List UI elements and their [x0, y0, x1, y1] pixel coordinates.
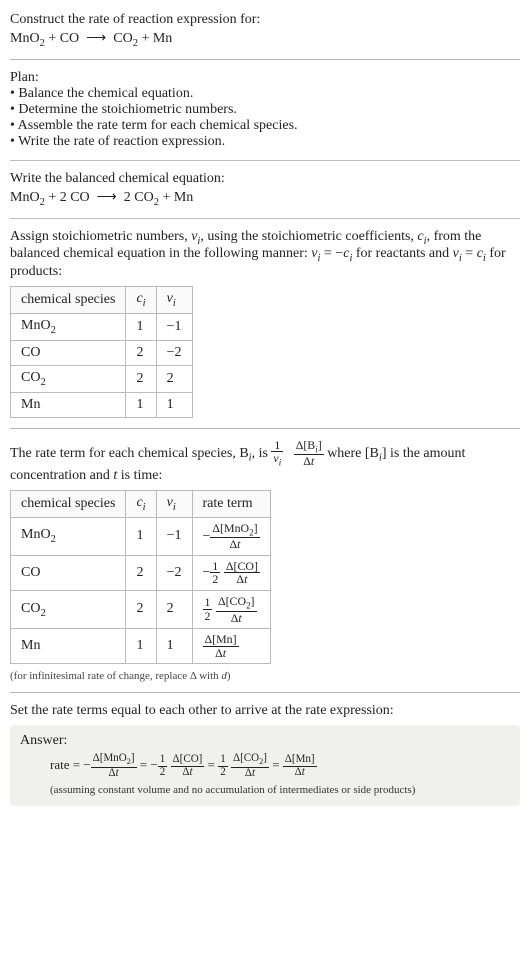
cell-nui: 2 — [156, 590, 192, 628]
balanced-equation: MnO2 + 2 CO ⟶ 2 CO2 + Mn — [10, 189, 520, 208]
divider — [10, 160, 520, 161]
plan-item: • Assemble the rate term for each chemic… — [10, 118, 520, 134]
plan-item: • Write the rate of reaction expression. — [10, 134, 520, 150]
cell-species: Mn — [11, 392, 126, 417]
plan-title: Plan: — [10, 70, 520, 86]
divider — [10, 218, 520, 219]
table-row: CO2 2 2 12 Δ[CO2]Δt — [11, 590, 271, 628]
cell-ci: 2 — [126, 590, 156, 628]
plan-item-text: Determine the stoichiometric numbers. — [18, 102, 237, 117]
col-nui: νi — [156, 287, 192, 314]
set-equal-text: Set the rate terms equal to each other t… — [10, 703, 520, 719]
denominator: νi — [271, 452, 283, 468]
table-footnote: (for infinitesimal rate of change, repla… — [10, 670, 520, 682]
table-row: MnO2 1 −1 −Δ[MnO2]Δt — [11, 517, 271, 555]
cell-ci: 2 — [126, 340, 156, 365]
cell-species: Mn — [11, 629, 126, 664]
numerator: 1 — [271, 439, 283, 453]
cell-rate: −Δ[MnO2]Δt — [192, 517, 270, 555]
rate-term-table: chemical species ci νi rate term MnO2 1 … — [10, 490, 271, 664]
problem-prompt: Construct the rate of reaction expressio… — [10, 12, 520, 49]
cell-ci: 1 — [126, 629, 156, 664]
text: where [B — [327, 445, 379, 460]
divider — [10, 428, 520, 429]
unbalanced-equation: MnO2 + CO ⟶ CO2 + Mn — [10, 30, 520, 49]
cell-ci: 2 — [126, 365, 156, 392]
divider — [10, 692, 520, 693]
cell-species: MnO2 — [11, 517, 126, 555]
table-row: Mn 1 1 Δ[Mn]Δt — [11, 629, 271, 664]
plan-item: • Determine the stoichiometric numbers. — [10, 102, 520, 118]
cell-ci: 1 — [126, 392, 156, 417]
cell-ci: 1 — [126, 313, 156, 340]
plan-item-text: Write the rate of reaction expression. — [18, 134, 225, 149]
denominator: Δt — [294, 455, 324, 468]
cell-ci: 2 — [126, 555, 156, 590]
table-row: Mn 1 1 — [11, 392, 193, 417]
answer-label: Answer: — [20, 733, 510, 749]
cell-rate: 12 Δ[CO2]Δt — [192, 590, 270, 628]
rate-intro: The rate term for each chemical species,… — [10, 439, 520, 484]
cell-species: MnO2 — [11, 313, 126, 340]
plan-item: • Balance the chemical equation. — [10, 86, 520, 102]
cell-nui: −2 — [156, 340, 192, 365]
text: The rate term for each chemical species,… — [10, 445, 249, 460]
col-species: chemical species — [11, 490, 126, 517]
prompt-text: Construct the rate of reaction expressio… — [10, 12, 520, 28]
stoich-section: Assign stoichiometric numbers, νi, using… — [10, 229, 520, 418]
stoich-table: chemical species ci νi MnO2 1 −1 CO 2 −2… — [10, 286, 193, 417]
fraction: 1νi — [271, 439, 283, 468]
stoich-intro: Assign stoichiometric numbers, νi, using… — [10, 229, 520, 281]
rate-expression: rate = −Δ[MnO2]Δt = −12 Δ[CO]Δt = 12 Δ[C… — [20, 753, 510, 779]
answer-assumption: (assuming constant volume and no accumul… — [20, 784, 510, 796]
col-nui: νi — [156, 490, 192, 517]
cell-rate: −12 Δ[CO]Δt — [192, 555, 270, 590]
cell-nui: −2 — [156, 555, 192, 590]
fraction: Δ[Bi]Δt — [294, 439, 324, 468]
table-row: CO 2 −2 — [11, 340, 193, 365]
cell-nui: 1 — [156, 629, 192, 664]
cell-nui: 2 — [156, 365, 192, 392]
table-row: CO2 2 2 — [11, 365, 193, 392]
text: is time: — [117, 468, 162, 483]
table-row: CO 2 −2 −12 Δ[CO]Δt — [11, 555, 271, 590]
table-header-row: chemical species ci νi — [11, 287, 193, 314]
cell-species: CO — [11, 555, 126, 590]
numerator: Δ[Bi] — [294, 439, 324, 456]
cell-nui: −1 — [156, 517, 192, 555]
plan-item-text: Balance the chemical equation. — [18, 86, 193, 101]
balanced-section: Write the balanced chemical equation: Mn… — [10, 171, 520, 208]
answer-box: Answer: rate = −Δ[MnO2]Δt = −12 Δ[CO]Δt … — [10, 725, 520, 805]
cell-species: CO2 — [11, 365, 126, 392]
cell-species: CO2 — [11, 590, 126, 628]
text: , is — [252, 445, 272, 460]
table-header-row: chemical species ci νi rate term — [11, 490, 271, 517]
cell-ci: 1 — [126, 517, 156, 555]
table-row: MnO2 1 −1 — [11, 313, 193, 340]
cell-nui: −1 — [156, 313, 192, 340]
divider — [10, 59, 520, 60]
balanced-title: Write the balanced chemical equation: — [10, 171, 520, 187]
col-ci: ci — [126, 287, 156, 314]
cell-nui: 1 — [156, 392, 192, 417]
plan-section: Plan: • Balance the chemical equation. •… — [10, 70, 520, 150]
col-rate: rate term — [192, 490, 270, 517]
plan-item-text: Assemble the rate term for each chemical… — [18, 118, 298, 133]
rate-term-section: The rate term for each chemical species,… — [10, 439, 520, 683]
col-ci: ci — [126, 490, 156, 517]
col-species: chemical species — [11, 287, 126, 314]
final-section: Set the rate terms equal to each other t… — [10, 703, 520, 805]
cell-species: CO — [11, 340, 126, 365]
cell-rate: Δ[Mn]Δt — [192, 629, 270, 664]
